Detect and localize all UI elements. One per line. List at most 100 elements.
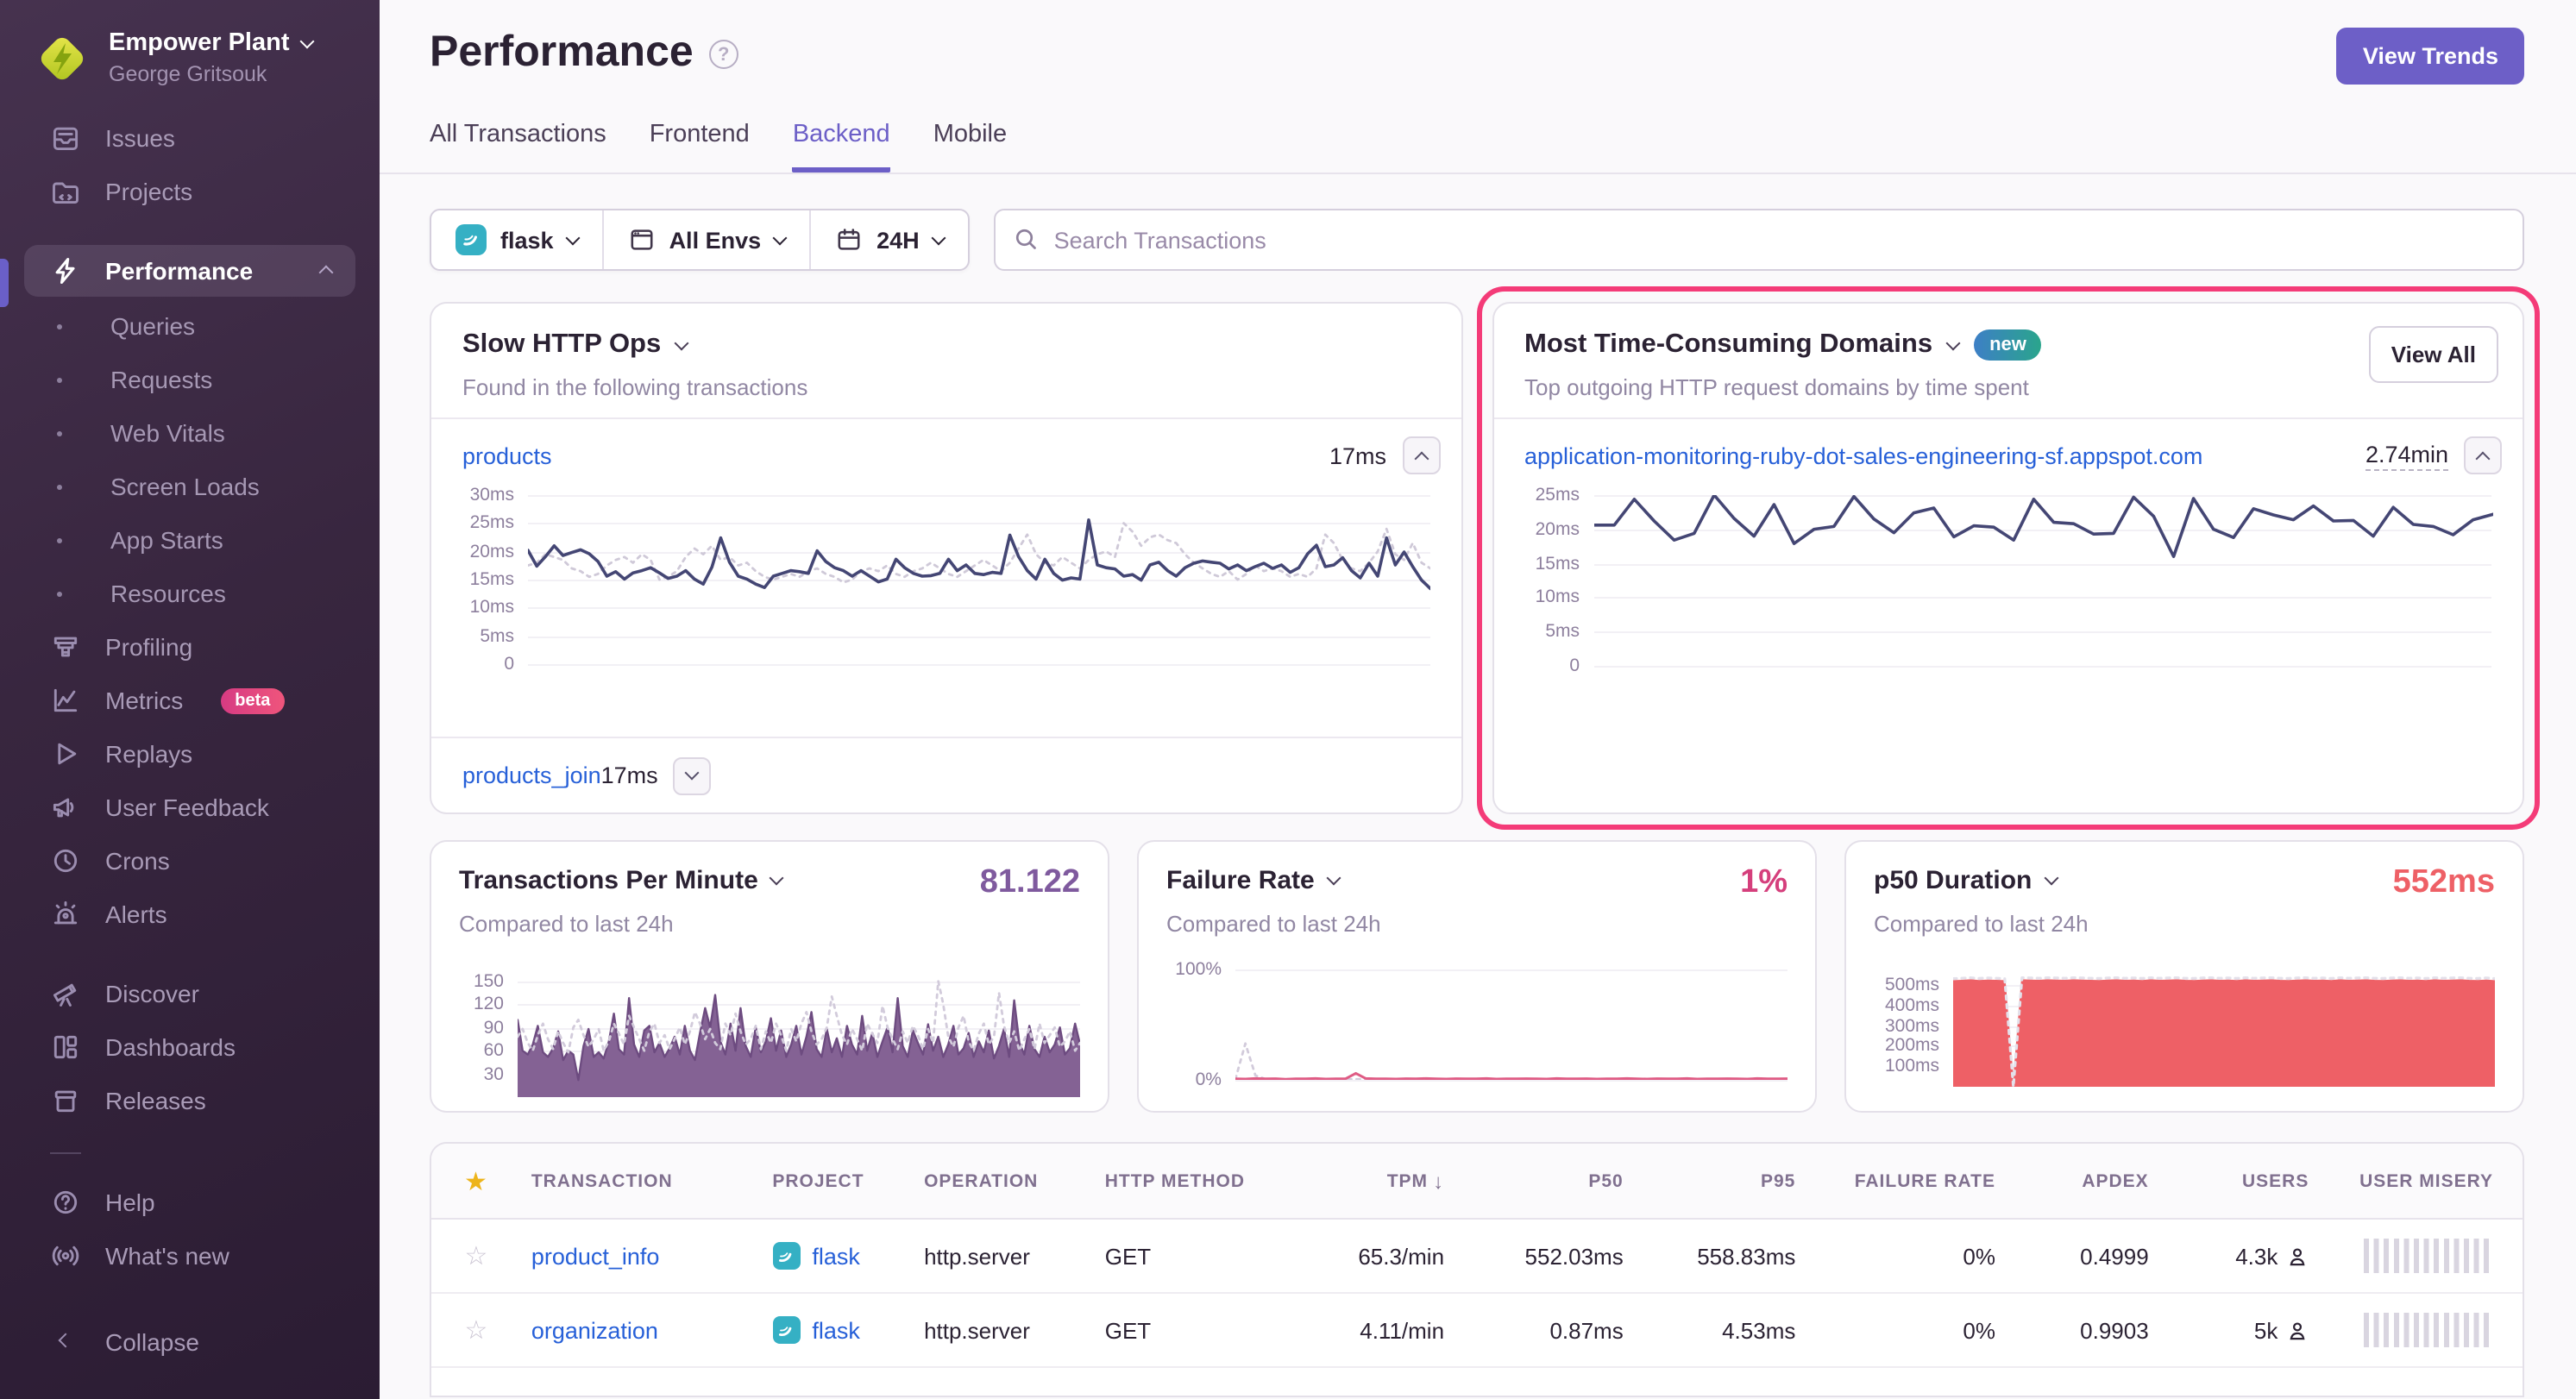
transaction-link-products-join[interactable]: products_join [462, 762, 601, 788]
tpm-card: Transactions Per Minute 81.122 Compared … [430, 840, 1109, 1113]
chevron-down-icon [931, 229, 946, 245]
view-all-button[interactable]: View All [2368, 326, 2498, 383]
widget-title-text: Slow HTTP Ops [462, 329, 662, 359]
column-transaction[interactable]: TRANSACTION [531, 1170, 673, 1191]
environment-filter[interactable]: All Envs [604, 210, 810, 269]
tab-all-transactions[interactable]: All Transactions [430, 121, 606, 148]
sidebar-collapse-button[interactable]: Collapse [0, 1316, 380, 1370]
new-badge: new [1974, 329, 2042, 361]
sidebar-item-label: Dashboards [105, 1033, 236, 1062]
y-axis-labels: 30ms 25ms 20ms 15ms 10ms 5ms 0 [469, 485, 514, 674]
help-circle-icon[interactable]: ? [708, 40, 738, 69]
tab-frontend[interactable]: Frontend [649, 121, 750, 148]
project-link[interactable]: flask [812, 1243, 860, 1269]
column-project[interactable]: PROJECT [772, 1170, 864, 1191]
widget-row: Slow HTTP Ops Found in the following tra… [430, 286, 2540, 830]
sidebar-item-whats-new[interactable]: What's new [0, 1230, 380, 1283]
person-icon [2290, 1247, 2305, 1265]
widget-title[interactable]: Most Time-Consuming Domains new [1524, 329, 2042, 361]
filter-bar: flask All Envs 24H [430, 209, 2524, 271]
collapse-row-button[interactable] [1402, 436, 1440, 474]
sidebar-item-dashboards[interactable]: Dashboards [0, 1021, 380, 1075]
time-spent-value: 2.74min [2365, 441, 2448, 470]
sidebar-item-releases[interactable]: Releases [0, 1075, 380, 1128]
metric-title[interactable]: p50 Duration [1874, 866, 2058, 895]
domain-link[interactable]: application-monitoring-ruby-dot-sales-en… [1524, 442, 2203, 468]
metric-title[interactable]: Transactions Per Minute [459, 866, 785, 895]
search-input[interactable] [993, 209, 2524, 271]
column-user-misery[interactable]: USER MISERY [2359, 1170, 2494, 1191]
sidebar-item-screen-loads[interactable]: Screen Loads [0, 461, 380, 514]
sidebar-item-alerts[interactable]: Alerts [0, 888, 380, 942]
transaction-link-products[interactable]: products [462, 442, 552, 468]
chevron-down-icon [299, 33, 314, 48]
sidebar-item-profiling[interactable]: Profiling [0, 621, 380, 674]
divider [1493, 417, 2523, 419]
http-method-cell: GET [1104, 1317, 1152, 1343]
user-misery-bars [2364, 1239, 2494, 1273]
sidebar-item-label: Projects [105, 178, 193, 206]
users-count: 4.3k [2235, 1243, 2278, 1269]
y-axis-labels: 150 120 90 60 30 [473, 970, 504, 1085]
chevron-down-icon [1326, 870, 1341, 886]
sidebar-item-user-feedback[interactable]: User Feedback [0, 781, 380, 835]
project-link[interactable]: flask [812, 1317, 860, 1343]
sidebar-item-label: Discover [105, 980, 199, 1008]
divider [431, 417, 1461, 419]
widget-title[interactable]: Slow HTTP Ops [462, 329, 689, 361]
sidebar-subitem-label: Web Vitals [110, 419, 225, 448]
transaction-link[interactable]: organization [531, 1317, 658, 1343]
sidebar-divider [50, 1151, 81, 1154]
column-apdex[interactable]: APDEX [2082, 1170, 2149, 1191]
most-time-consuming-domains-card: Most Time-Consuming Domains new View All… [1492, 302, 2524, 814]
column-users[interactable]: USERS [2242, 1170, 2309, 1191]
sidebar-item-projects[interactable]: Projects [0, 166, 380, 219]
column-p50[interactable]: P50 [1588, 1170, 1624, 1191]
sidebar-item-requests[interactable]: Requests [0, 354, 380, 407]
sidebar-item-discover[interactable]: Discover [0, 968, 380, 1021]
sidebar-item-web-vitals[interactable]: Web Vitals [0, 407, 380, 461]
star-icon[interactable]: ★ [463, 1167, 488, 1196]
transaction-link[interactable]: product_info [531, 1243, 660, 1269]
sidebar-item-replays[interactable]: Replays [0, 728, 380, 781]
date-range-filter[interactable]: 24H [811, 210, 968, 269]
column-p95[interactable]: P95 [1761, 1170, 1796, 1191]
sidebar-item-resources[interactable]: Resources [0, 568, 380, 621]
collapse-row-button[interactable] [2464, 436, 2502, 474]
p95-cell: 558.83ms [1697, 1243, 1796, 1269]
sidebar-item-metrics[interactable]: Metrics beta [0, 674, 380, 728]
sidebar-item-app-starts[interactable]: App Starts [0, 514, 380, 568]
sidebar-item-issues[interactable]: Issues [0, 112, 380, 166]
sidebar-subitem-label: Screen Loads [110, 473, 260, 501]
org-switcher[interactable]: Empower Plant George Gritsouk [0, 0, 380, 90]
sidebar-item-performance[interactable]: Performance [24, 244, 355, 297]
star-outline-icon[interactable]: ☆ [464, 1316, 488, 1346]
column-http-method[interactable]: HTTP METHOD [1104, 1170, 1245, 1191]
transaction-row: products 17ms [462, 430, 1440, 481]
sidebar-item-queries[interactable]: Queries [0, 300, 380, 354]
column-operation[interactable]: OPERATION [924, 1170, 1039, 1191]
org-name: Empower Plant [109, 29, 290, 57]
sidebar-item-label: Metrics [105, 687, 184, 715]
expand-row-button[interactable] [673, 756, 712, 794]
metric-value: 1% [1740, 864, 1787, 900]
project-filter-label: flask [500, 227, 554, 253]
sidebar-subitem-label: Resources [110, 580, 226, 608]
column-failure-rate[interactable]: FAILURE RATE [1854, 1170, 1995, 1191]
column-tpm[interactable]: TPM ↓ [1311, 1169, 1444, 1193]
widget-title-text: Most Time-Consuming Domains [1524, 329, 1933, 359]
sidebar-item-help[interactable]: Help [0, 1176, 380, 1230]
tab-mobile[interactable]: Mobile [933, 121, 1008, 148]
tab-backend[interactable]: Backend [792, 121, 890, 173]
sidebar-nav: Issues Projects Performance Queries Requ… [0, 90, 380, 1370]
tpm-cell: 4.11/min [1360, 1317, 1445, 1343]
p50-cell: 0.87ms [1549, 1317, 1624, 1343]
divider [809, 210, 812, 269]
sidebar-item-label: Replays [105, 740, 193, 769]
p95-cell: 4.53ms [1722, 1317, 1796, 1343]
project-filter[interactable]: flask [431, 210, 602, 269]
sidebar-item-crons[interactable]: Crons [0, 835, 380, 888]
view-trends-button[interactable]: View Trends [2336, 28, 2524, 85]
star-outline-icon[interactable]: ☆ [464, 1242, 488, 1271]
metric-title[interactable]: Failure Rate [1166, 866, 1341, 895]
